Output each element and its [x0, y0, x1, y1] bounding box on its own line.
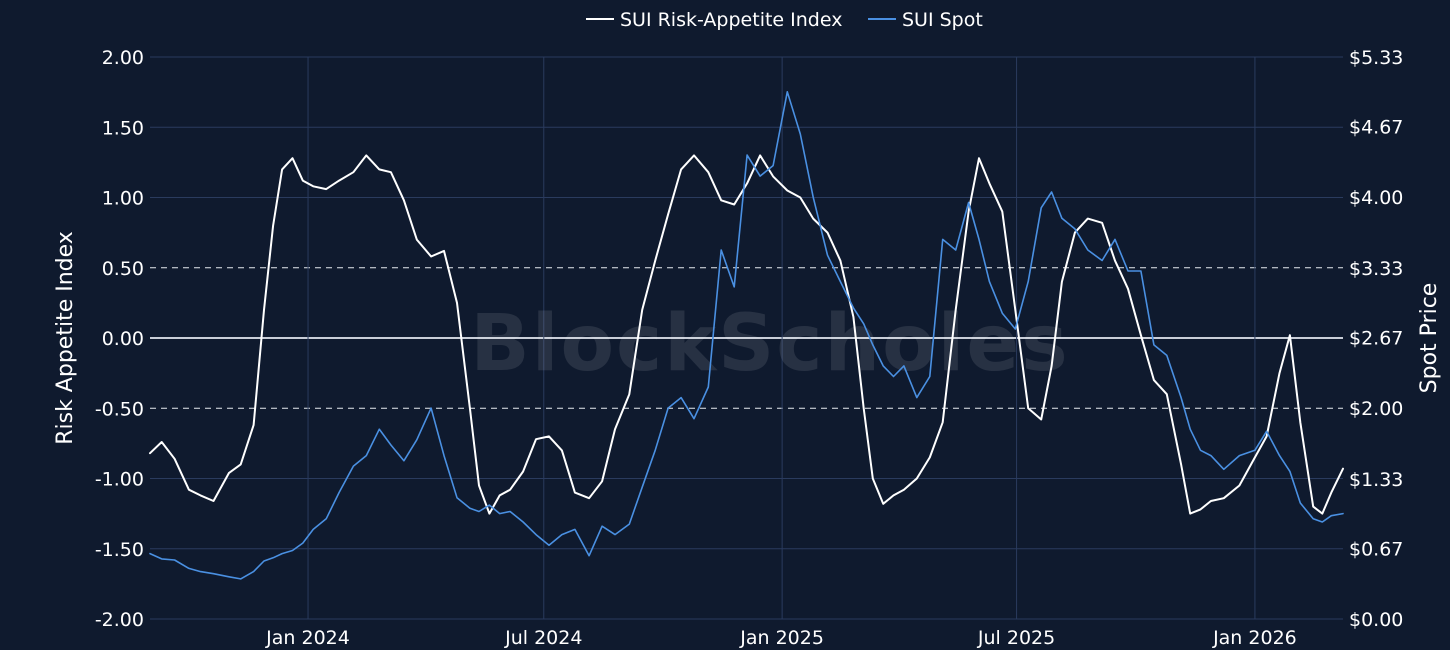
risk-appetite-index-line — [149, 154, 1344, 515]
left-tick-label: 0.00 — [102, 328, 144, 350]
x-tick-label: Jan 2025 — [739, 627, 824, 649]
left-tick-label: 1.50 — [102, 117, 144, 139]
right-tick-label: $0.67 — [1349, 538, 1403, 560]
legend: SUI Risk-Appetite Index SUI Spot — [586, 9, 983, 31]
sui-spot-line — [149, 91, 1344, 580]
right-tick-label: $2.00 — [1349, 398, 1403, 420]
left-axis-title: Risk Appetite Index — [53, 231, 78, 445]
right-tick-label: $2.67 — [1349, 327, 1403, 349]
left-axis-ticks: -2.00 -1.50 -1.00 -0.50 0.00 0.50 1.00 1.50 2.00 — [95, 47, 144, 631]
left-tick-label: 1.00 — [102, 188, 144, 210]
x-tick-label: Jul 2025 — [977, 627, 1055, 649]
legend-label-index: SUI Risk-Appetite Index — [620, 9, 842, 31]
legend-label-spot: SUI Spot — [902, 9, 983, 31]
series-lines — [149, 91, 1344, 580]
x-tick-label: Jan 2024 — [265, 627, 350, 649]
right-axis-ticks: $0.00 $0.67 $1.33 $2.00 $2.67 $3.33 $4.00 $4.67… — [1349, 47, 1403, 631]
right-tick-label: $3.33 — [1349, 258, 1403, 280]
left-tick-label: 2.00 — [102, 47, 144, 69]
right-tick-label: $4.00 — [1349, 187, 1403, 209]
x-tick-label: Jan 2026 — [1212, 627, 1297, 649]
right-tick-label: $5.33 — [1349, 47, 1403, 69]
right-axis-title: Spot Price — [1417, 283, 1442, 394]
right-tick-label: $4.67 — [1349, 117, 1403, 139]
left-tick-label: -2.00 — [95, 609, 144, 631]
right-tick-label: $1.33 — [1349, 469, 1403, 491]
x-tick-label: Jul 2024 — [504, 627, 582, 649]
left-tick-label: -1.00 — [95, 469, 144, 491]
left-tick-label: -1.50 — [95, 539, 144, 561]
watermark-text: BlockScholes — [470, 299, 1069, 389]
grid — [150, 56, 1343, 620]
x-axis-ticks: Jan 2024 Jul 2024 Jan 2025 Jul 2025 Jan 2026 — [265, 627, 1297, 649]
left-tick-label: 0.50 — [102, 258, 144, 280]
left-tick-label: -0.50 — [95, 398, 144, 420]
right-tick-label: $0.00 — [1349, 609, 1403, 631]
